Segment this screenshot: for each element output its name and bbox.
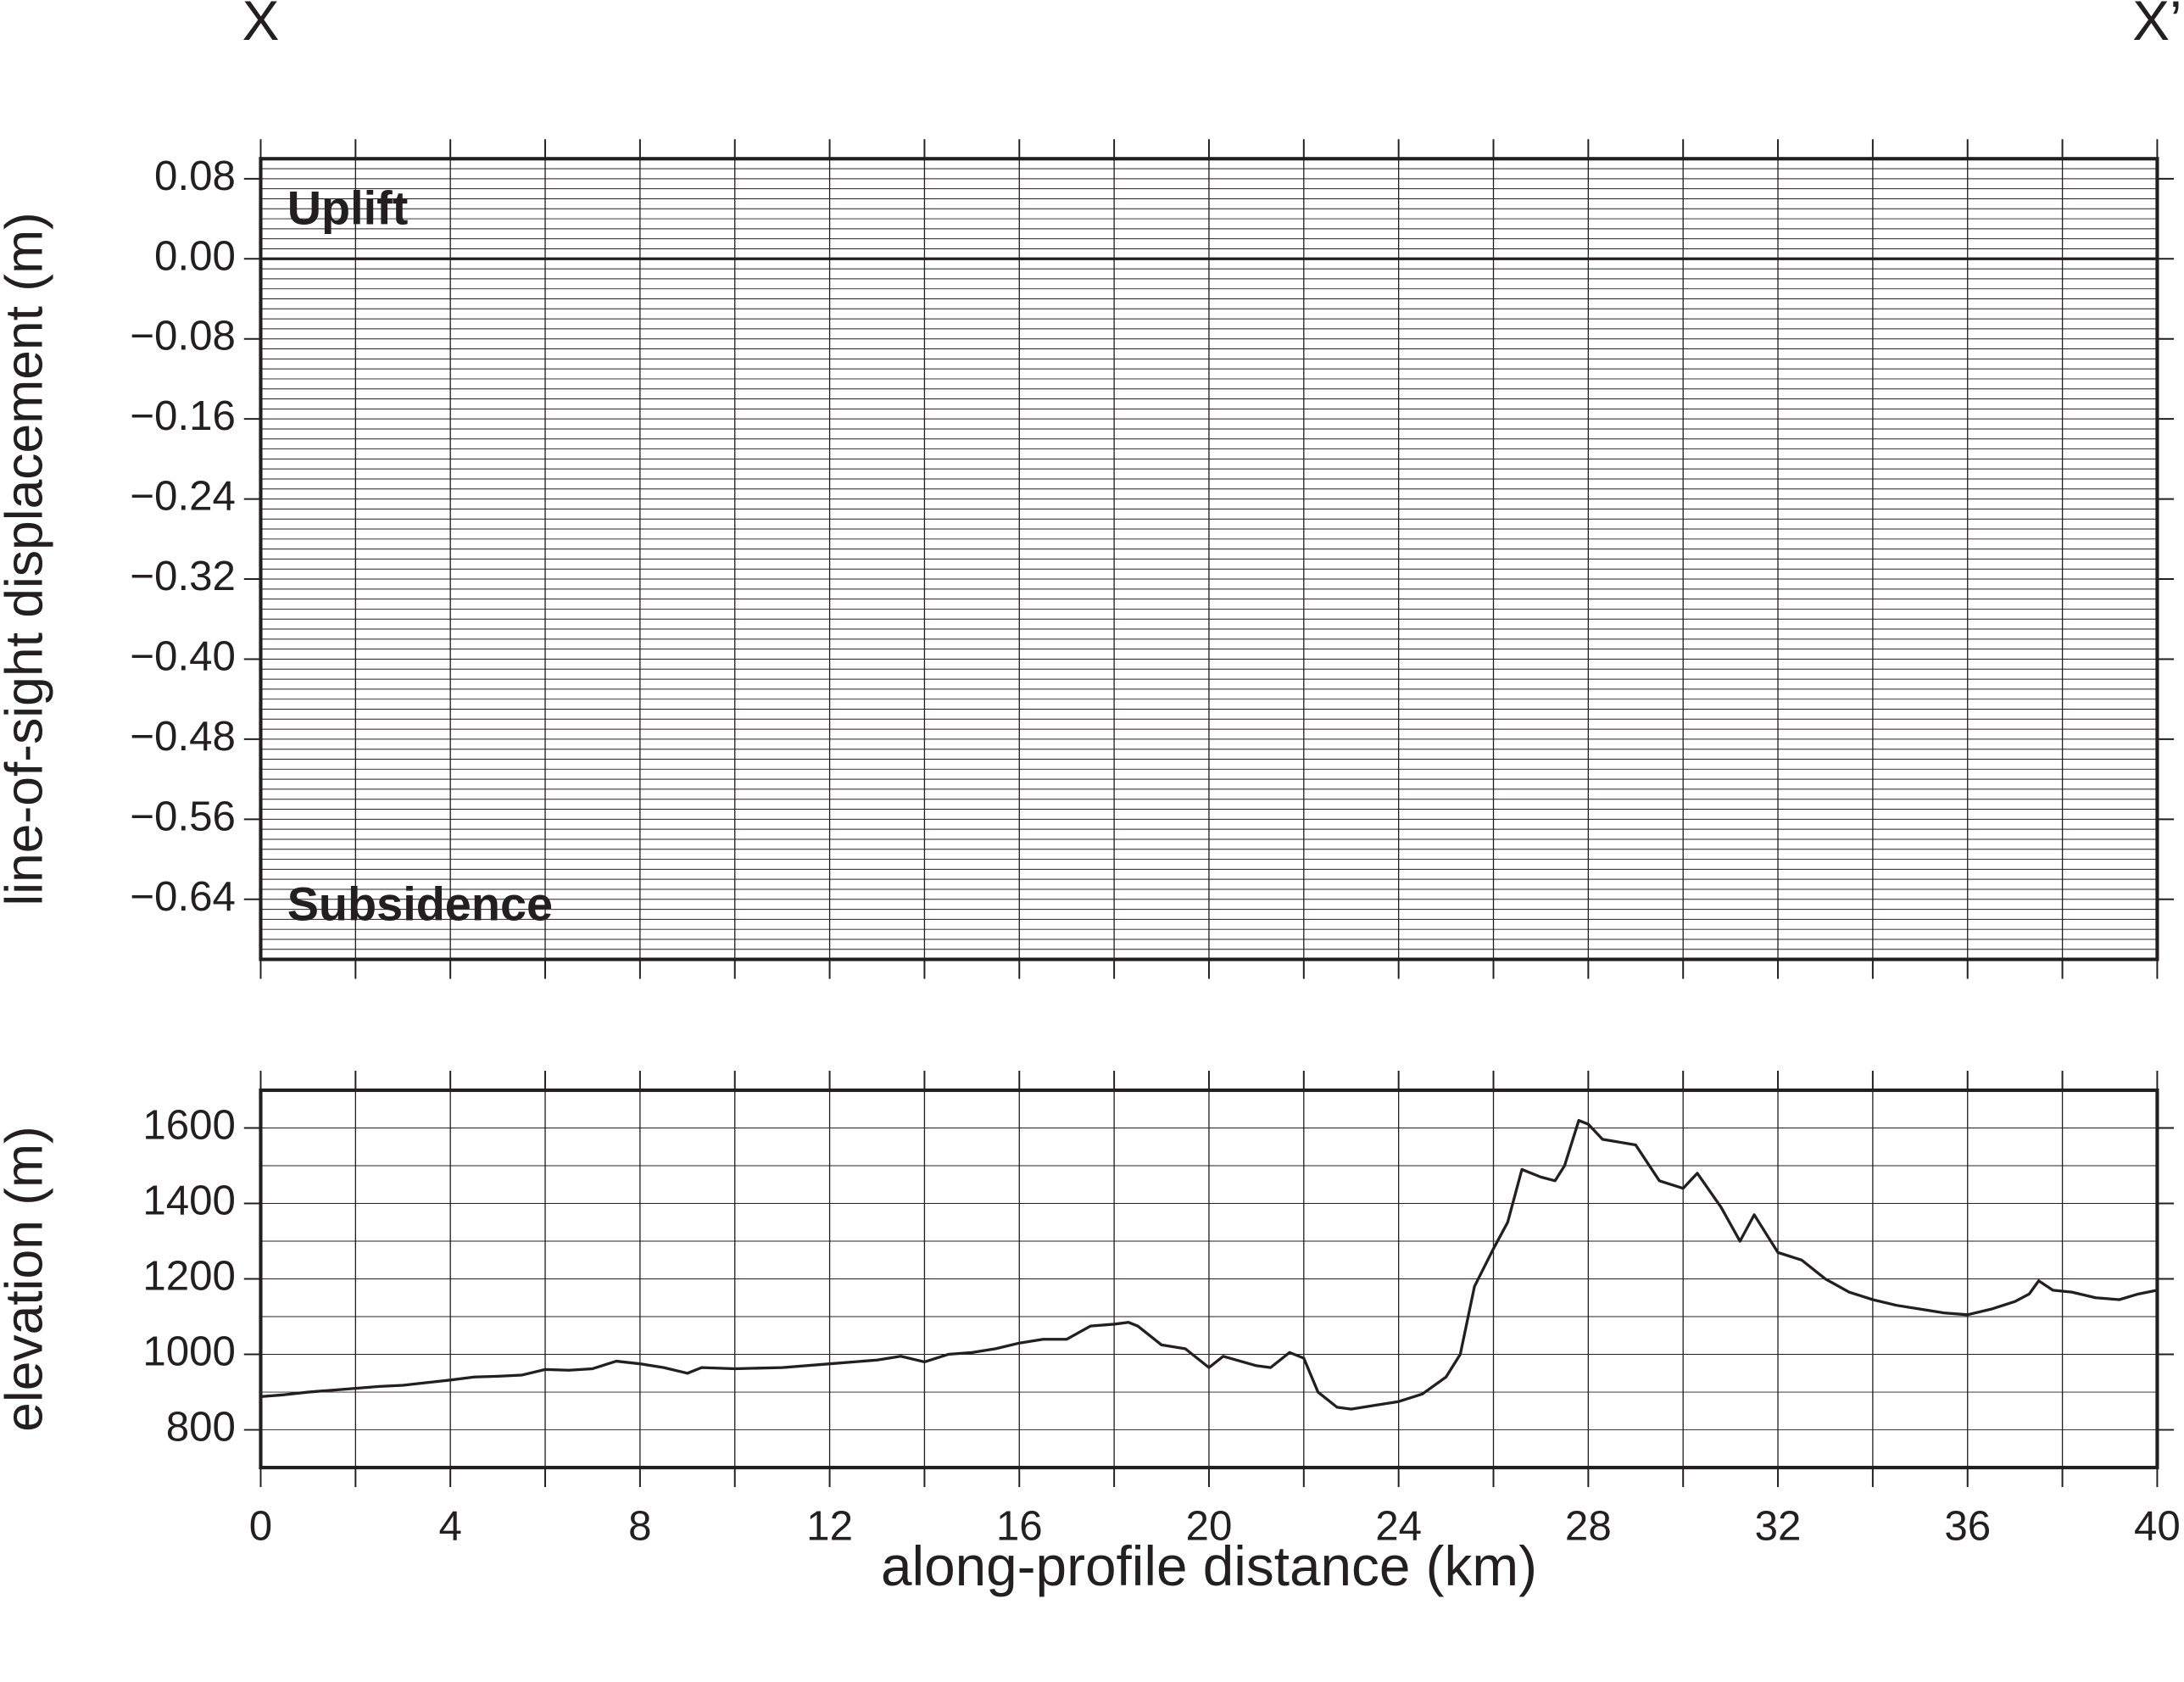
y-tick-label: −0.64 <box>130 873 236 920</box>
y-tick-label: 1000 <box>142 1328 236 1375</box>
plot-frame <box>259 157 2159 961</box>
y-tick-label: 800 <box>166 1404 236 1451</box>
plot-frame <box>259 1088 2159 1470</box>
annotation: X’ <box>2132 0 2181 52</box>
y-tick-label: −0.24 <box>130 473 236 520</box>
x-tick-label: 12 <box>806 1502 853 1549</box>
y-tick-label: 1400 <box>142 1178 236 1224</box>
y-tick-label: 0.00 <box>154 232 236 279</box>
x-tick-label: 32 <box>1755 1502 1802 1549</box>
y-axis-label: elevation (m) <box>0 1126 54 1432</box>
x-tick-label: 20 <box>1186 1502 1233 1549</box>
annotation: Subsidence <box>287 877 553 931</box>
annotation: Uplift <box>287 181 409 234</box>
x-tick-label: 36 <box>1944 1502 1991 1549</box>
x-tick-label: 0 <box>249 1502 272 1549</box>
x-tick-label: 8 <box>628 1502 651 1549</box>
y-tick-label: −0.32 <box>130 553 236 599</box>
y-tick-label: 1600 <box>142 1102 236 1149</box>
x-axis-label: along-profile distance (km) <box>881 1535 1537 1597</box>
annotation: X <box>242 0 280 52</box>
y-tick-label: 1200 <box>142 1253 236 1300</box>
y-tick-label: −0.48 <box>130 713 236 760</box>
y-tick-label: −0.56 <box>130 793 236 839</box>
x-tick-label: 16 <box>996 1502 1043 1549</box>
y-tick-label: 0.08 <box>154 153 236 199</box>
x-tick-label: 28 <box>1565 1502 1612 1549</box>
y-axis-label: line-of-sight displacement (m) <box>0 212 54 906</box>
y-tick-label: −0.16 <box>130 393 236 439</box>
x-tick-label: 24 <box>1375 1502 1422 1549</box>
y-tick-label: −0.08 <box>130 313 236 359</box>
x-tick-label: 40 <box>2134 1502 2181 1549</box>
x-tick-label: 4 <box>438 1502 461 1549</box>
y-tick-label: −0.40 <box>130 632 236 679</box>
elevation-line <box>260 1118 2158 1411</box>
